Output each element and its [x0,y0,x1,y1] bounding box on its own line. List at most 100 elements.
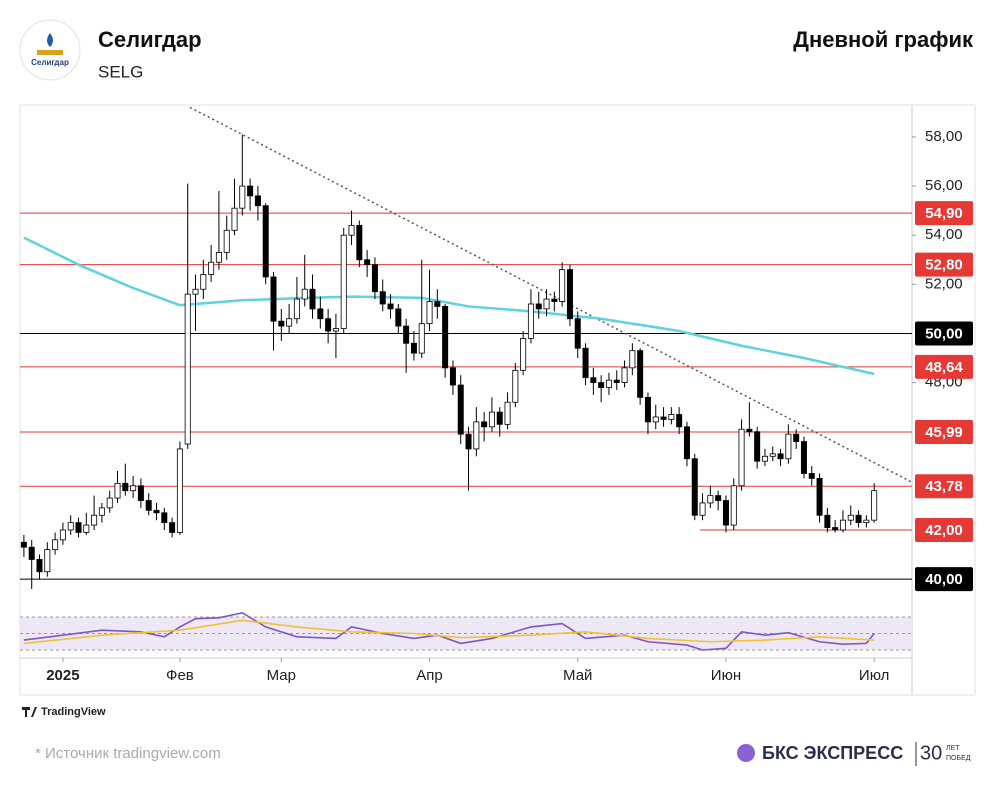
level-label: 45,99 [925,424,963,441]
candle-body [223,229,230,253]
candle-body [481,421,488,428]
source: * Источник tradingview.com [35,745,221,762]
candle-body [738,428,745,487]
candle-body [527,303,534,339]
candle-body [130,485,137,492]
candle-body [816,477,823,516]
anniversary-top: ЛЕТ [946,745,960,752]
level-label: 54,90 [925,205,963,222]
candle-body [247,185,254,197]
candle-body [457,384,464,435]
candle-body [418,323,425,354]
candle-body [52,539,59,551]
candle-body [395,308,402,327]
candle-body [434,301,441,307]
candle-body [559,269,566,302]
candle-body [278,320,285,327]
candle-body [574,318,581,349]
level-label-bg [915,321,973,346]
candle-body [668,414,675,420]
candle-body [59,529,66,541]
level-label-bg [915,419,973,444]
candle-body [785,433,792,460]
candle-body [75,522,82,533]
candle-body [769,453,776,457]
candle-body [707,495,714,504]
candle-body [137,485,144,501]
main-pane [20,106,912,589]
candle-body [20,541,27,548]
y-tick-label: 52,00 [925,275,963,292]
candle-body [254,195,261,207]
candle-body [364,259,371,266]
candle-body [301,288,308,300]
level-label: 42,00 [925,522,963,539]
candle-body [746,428,753,433]
level-label-bg [915,354,973,379]
candle-body [317,308,324,320]
candle-body [371,264,378,293]
level-label-bg [915,474,973,499]
tv-text: TradingView [41,706,106,718]
candle-body [871,490,878,521]
candle-body [215,251,222,263]
candle-body [449,367,456,386]
title: Селигдар [98,27,202,52]
candle-body [169,522,176,533]
chart-frame [19,104,976,696]
candle-body [442,306,449,369]
candle-body [543,298,550,310]
candle-body [106,497,113,509]
candle-body [410,342,417,354]
candle-body [348,224,355,236]
level-label-bg [915,517,973,542]
candle-body [832,527,839,531]
level-label: 52,80 [925,257,963,274]
candle-body [340,234,347,329]
candle-body [793,433,800,442]
candle-body [114,482,121,499]
level-label-bg [915,567,973,592]
candle-body [309,288,316,310]
candle-body [192,288,199,295]
candle-body [512,369,519,403]
brand-logo [737,744,755,762]
rsi-line [23,612,875,651]
x-tick-label: Июл [859,667,889,684]
candle-body [176,448,183,533]
candle-body [293,298,300,320]
candle-body [621,367,628,383]
candle-body [629,350,636,369]
candle-body [551,298,558,302]
candle-body [590,377,597,383]
candle-body [161,512,168,524]
level-label: 40,00 [925,571,963,588]
candle-body [153,509,160,514]
candle-body [824,514,831,528]
candle-body [332,328,339,332]
tradingview-logo: TradingView [22,706,106,718]
level-label: 43,78 [925,478,963,495]
candle-body [676,414,683,428]
candle-body [270,276,277,322]
candle-body [613,379,620,383]
level-label: 50,00 [925,325,963,342]
candle-body [652,416,659,423]
logo-bar [37,50,63,55]
candle-body [91,514,98,526]
candle-body [800,441,807,474]
candle-body [262,205,269,278]
y-tick-label: 56,00 [925,177,963,194]
candle-body [145,500,152,511]
candle-body [637,350,644,398]
candle-body [387,303,394,310]
x-tick-label: 2025 [46,667,79,684]
candle-body [403,325,410,344]
candle-body [520,337,527,371]
logo-text: Селигдар [31,58,69,67]
candle-body [863,519,870,524]
candle-body [67,522,74,531]
candle-body [566,269,573,320]
